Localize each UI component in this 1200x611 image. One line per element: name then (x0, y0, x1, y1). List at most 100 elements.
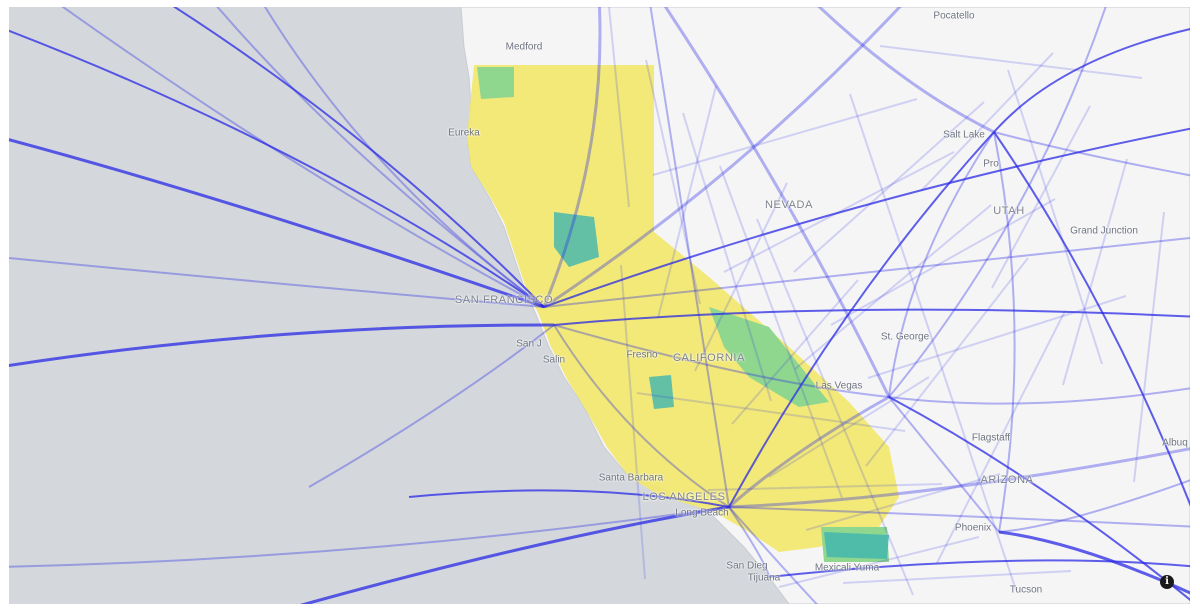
flight-route (993, 28, 1190, 133)
region-green-east (709, 307, 829, 407)
place-label-phoenix: Phoenix (954, 522, 992, 534)
place-label-eureka: Eureka (448, 127, 480, 139)
flight-route (778, 536, 980, 588)
place-label-san-francisco: SAN FRANCISCO (454, 294, 554, 306)
flight-route (768, 559, 1190, 578)
flight-route (728, 506, 1190, 528)
place-label-tucson: Tucson (1009, 584, 1043, 596)
flight-route (830, 198, 1056, 326)
flight-route (920, 52, 1054, 192)
flight-route (867, 295, 1127, 379)
flight-route (728, 506, 818, 604)
region-teal-south (824, 532, 889, 559)
flight-route (9, 256, 545, 308)
flight-route (768, 376, 930, 478)
flight-route (719, 165, 843, 499)
flight-route (408, 489, 730, 508)
flight-route (543, 236, 1190, 308)
flight-route (682, 112, 772, 402)
flight-route (756, 218, 914, 596)
place-label-san-jose: San J (516, 338, 542, 350)
flight-route (543, 127, 1190, 308)
flight-route (936, 310, 1066, 564)
flight-route (888, 387, 1190, 405)
flight-route (991, 105, 1091, 289)
flight-route (728, 447, 1190, 509)
flight-route (993, 131, 1190, 507)
flight-route (663, 7, 891, 398)
flight-route (9, 29, 545, 308)
flight-route (707, 483, 943, 491)
place-label-mexicali-yuma: Mexicali Yuma (814, 562, 880, 574)
flight-route (865, 257, 1029, 467)
flight-route (649, 7, 730, 508)
place-label-san-diego: San Dieg (726, 560, 768, 572)
place-label-provo: Pro (983, 158, 999, 170)
flight-route (172, 7, 545, 308)
place-label-st-george: St. George (880, 331, 930, 343)
flight-route (543, 7, 902, 309)
flight-route (9, 506, 730, 568)
flight-route (694, 182, 788, 372)
flight-route (1062, 158, 1128, 386)
place-label-flagstaff: Flagstaff (971, 432, 1011, 444)
flight-route (998, 479, 1190, 533)
state-label-arizona: ARIZONA (980, 474, 1034, 486)
state-label-nevada: NEVADA (764, 199, 814, 211)
flight-route (308, 324, 555, 488)
flight-route (542, 7, 602, 308)
place-label-fresno: Fresno (626, 349, 658, 361)
place-label-los-angeles: LOS ANGELES (642, 491, 726, 503)
state-label-utah: UTAH (993, 205, 1025, 217)
place-label-albuquerque: Albuq (1162, 437, 1188, 449)
state-label-california: CALIFORNIA (672, 352, 746, 364)
flight-route (553, 308, 1190, 326)
flight-route (794, 204, 992, 370)
place-label-santa-barbara: Santa Barbara (598, 472, 664, 484)
flight-route (888, 7, 1107, 398)
flight-route (817, 7, 995, 134)
flight-route (1133, 211, 1165, 483)
region-teal-bay (554, 212, 599, 267)
flight-route (888, 396, 1190, 601)
flight-route (553, 324, 890, 398)
place-label-salinas: Salin (542, 354, 566, 366)
flight-route (608, 7, 630, 208)
flight-route (9, 138, 545, 309)
place-label-las-vegas: Las Vegas (815, 380, 863, 392)
flight-route (299, 505, 730, 604)
place-label-salt-lake: Salt Lake (943, 129, 985, 141)
flight-route (728, 506, 770, 578)
flight-route (652, 98, 918, 176)
map-view[interactable]: Medford Pocatello Eureka Salt Lake Pro G… (9, 7, 1190, 604)
region-teal-central (649, 375, 674, 409)
flight-route (888, 131, 995, 398)
flight-route (636, 392, 906, 432)
flight-route (728, 395, 890, 509)
flight-route (993, 131, 1016, 533)
flight-route (620, 264, 646, 580)
place-label-pocatello: Pocatello (933, 10, 975, 22)
flight-route (842, 570, 1072, 584)
place-label-tijuana: Tijuana (747, 572, 781, 584)
place-label-long-beach: Long Beach (675, 507, 729, 519)
region-green-north (477, 67, 514, 99)
flight-route (793, 101, 985, 273)
flight-route (731, 279, 859, 425)
map-canvas[interactable] (9, 7, 1190, 604)
flight-route (657, 85, 717, 319)
flight-route (888, 396, 1000, 533)
flight-route (216, 7, 545, 308)
flight-route (645, 59, 701, 305)
flight-route (61, 7, 545, 308)
info-icon[interactable]: i (1160, 575, 1174, 589)
flight-route (553, 324, 730, 508)
place-label-medford: Medford (505, 41, 543, 53)
flight-route (993, 131, 1190, 177)
flight-route (263, 7, 545, 308)
flight-route (849, 93, 1017, 591)
flight-route (723, 151, 955, 273)
flight-route (728, 131, 995, 508)
california-region (467, 65, 899, 552)
place-label-grand-junction: Grand Junction (1070, 225, 1138, 237)
